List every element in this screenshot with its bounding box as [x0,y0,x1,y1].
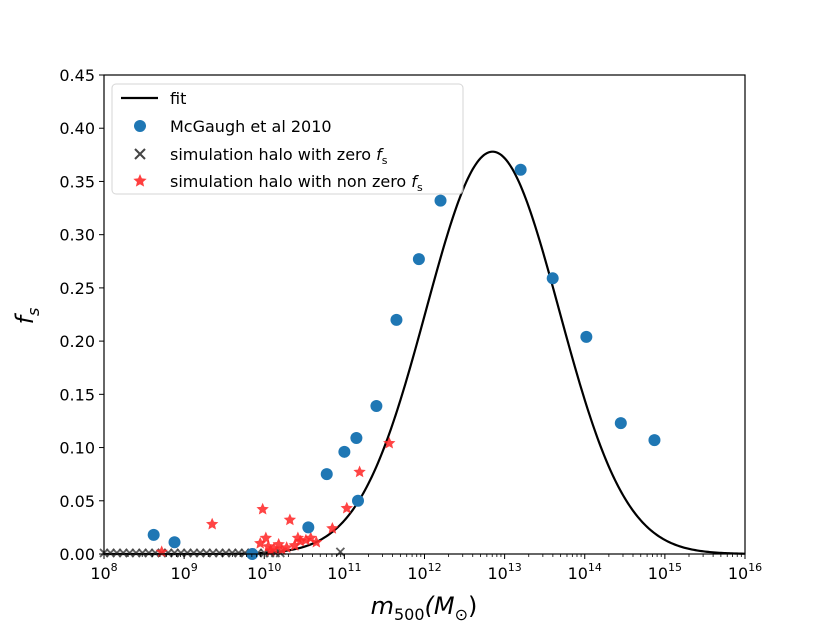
nonzero-halo-point [353,465,366,478]
y-axis-label: fs [11,308,43,325]
y-tick-label: 0.40 [59,119,95,138]
mcgaugh-point [546,272,559,285]
points-layer [99,163,661,560]
mcgaugh-point [302,521,315,534]
mcgaugh-point [580,330,593,343]
x-tick-label: 1016 [728,561,762,583]
legend-zero-fs-sub: s [382,154,388,167]
legend-nonzero-fs-sub: s [417,181,423,194]
legend-nonzero-fs-main: f [411,172,419,191]
nonzero-halo-point [259,531,273,544]
legend: fit McGaugh et al 2010 simulation halo w… [111,83,464,195]
nonzero-halo-point [205,517,219,530]
x-tick-label: 1011 [327,561,361,583]
y-tick-label: 0.25 [59,279,95,298]
nonzero-halo-point [326,521,339,534]
mcgaugh-point [320,468,333,481]
mcgaugh-point [147,528,160,541]
nonzero-halo-point [267,542,281,554]
legend-nonzero-marker-icon [133,174,147,187]
x-tick-label: 1014 [568,561,602,583]
y-tick-label: 0.10 [59,439,95,458]
mcgaugh-point [412,253,425,266]
nonzero-halo-point [264,544,277,557]
nonzero-halo-point [299,533,313,546]
x-axis-label-sub: 500 [394,605,425,623]
x-tick-label: 1010 [247,561,281,583]
nonzero-halo-point [254,536,267,549]
mcgaugh-point [351,494,364,507]
y-tick-label: 0.45 [59,66,95,85]
mcgaugh-point [370,400,383,413]
x-tick-label: 108 [90,561,117,583]
x-tick-label: 109 [170,561,197,583]
x-axis-label-tail: (M [425,592,455,620]
legend-mcgaugh-marker-icon [134,120,146,132]
y-tick-label: 0.15 [59,385,95,404]
legend-zero-label: simulation halo with zero fs [170,145,388,167]
x-axis: 108 109 1010 1011 1012 1013 1014 1015 1016 [90,554,762,583]
mcgaugh-point [350,431,363,444]
nonzero-halo-point [256,502,269,515]
nonzero-halo-point [340,501,353,514]
legend-nonzero-prefix: simulation halo with non zero [170,172,411,191]
x-axis-label: m500(M⊙) [371,592,478,623]
y-tick-label: 0.05 [59,492,95,511]
y-axis-label-sub: s [24,308,43,316]
y-tick-label: 0.30 [59,226,95,245]
mcgaugh-point [614,417,627,430]
x-tick-label: 1013 [487,561,521,583]
x-axis-label-main: m [371,592,394,620]
x-axis-label-sub2: ⊙ [455,605,468,623]
legend-zero-marker-icon [134,148,146,160]
y-tick-label: 0.35 [59,172,95,191]
mcgaugh-point [338,445,351,458]
mcgaugh-point [434,194,447,207]
legend-fit-label: fit [170,89,186,108]
legend-box [111,83,464,195]
mcgaugh-point [168,536,181,549]
x-tick-label: 1015 [648,561,682,583]
nonzero-halo-point [283,513,297,526]
y-tick-label: 0.00 [59,545,95,564]
legend-mcgaugh-label: McGaugh et al 2010 [170,117,332,136]
y-tick-label: 0.20 [59,332,95,351]
mcgaugh-point [514,163,527,176]
nonzero-halo-point [383,436,396,449]
nonzero-halo-point [310,535,323,548]
fit-curve [104,150,746,556]
y-axis: 0.00 0.05 0.10 0.15 0.20 0.25 0.30 0.35 0.40 0.45 [59,66,104,564]
x-axis-label-close: ) [468,592,477,620]
legend-nonzero-label: simulation halo with non zero fs [170,172,423,194]
x-tick-label: 1012 [407,561,441,583]
nonzero-halo-point [280,541,293,553]
nonzero-halo-point [288,538,301,551]
nonzero-halo-point [275,543,289,555]
legend-zero-prefix: simulation halo with zero [170,145,376,164]
mcgaugh-point [648,434,661,447]
y-axis-label-group: fs [11,308,43,325]
fit-layer [104,150,746,556]
mcgaugh-point [390,313,403,326]
legend-zero-fs-main: f [376,145,384,164]
